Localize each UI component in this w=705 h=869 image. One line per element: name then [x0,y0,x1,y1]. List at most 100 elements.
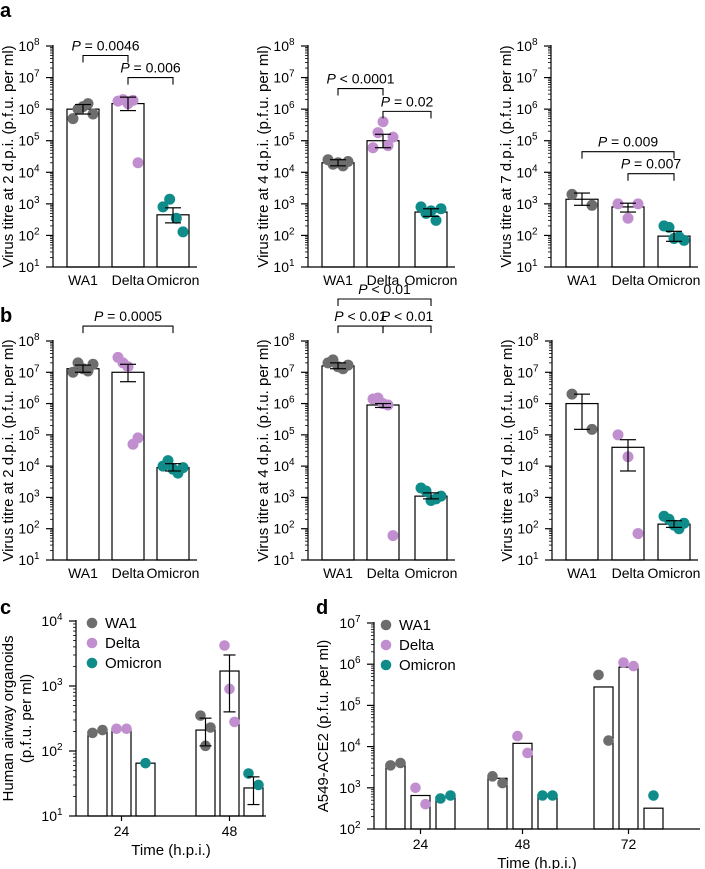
y-tick-base: 10 [18,227,34,243]
significance-bracket [82,54,129,63]
point-wa1 [395,757,406,769]
point-wa1 [566,188,578,200]
p-value: < 0.01 [390,308,433,324]
point-delta [387,530,399,542]
y-tick-base: 10 [273,364,289,380]
bar-wa1 [66,108,100,268]
bar-wa1 [66,368,100,561]
point-wa1 [385,760,396,771]
y-tick-base: 10 [273,70,289,86]
significance-bracket [581,151,675,159]
y-tick-exponent: 7 [34,363,40,374]
y-tick-exponent: 4 [289,457,295,468]
y-tick-label: 104 [273,457,295,474]
y-tick-base: 10 [18,196,34,212]
y-tick-exponent: 8 [289,332,295,343]
y-tick-base: 10 [273,227,289,243]
y-tick-label: 104 [18,457,40,474]
point-omicron [678,234,690,246]
y-tick-label: 102 [18,226,40,243]
y-tick-exponent: 1 [57,807,63,818]
y-tick-exponent: 5 [533,426,539,437]
y-tick-exponent: 7 [289,363,295,374]
point-delta [377,116,389,128]
point-wa1 [87,108,99,120]
y-tick-base: 10 [516,164,532,180]
significance-bracket [337,298,432,307]
y-tick-label: 101 [41,807,63,824]
y-tick-base: 10 [18,552,34,568]
y-tick-exponent: 2 [533,520,539,531]
point-delta [512,730,523,742]
y-tick-exponent: 5 [289,426,295,437]
point-wa1 [586,423,598,435]
y-tick-exponent: 2 [355,820,361,831]
y-tick-label: 108 [516,37,538,54]
point-omicron [164,193,176,205]
point-omicron [177,462,189,474]
y-tick-exponent: 4 [34,163,40,174]
significance-bracket [127,77,174,85]
p-value-label: P < 0.01 [358,281,411,297]
y-axis-title: Virus titre at 7 d.p.i. (p.f.u. per ml) [499,339,516,561]
y-tick-base: 10 [516,196,532,212]
y-tick-exponent: 1 [289,258,295,269]
point-omicron [253,779,264,791]
y-tick-exponent: 8 [533,332,539,343]
point-omicron [435,793,446,804]
point-delta [229,716,240,728]
y-tick-base: 10 [516,38,532,54]
p-value: = 0.007 [630,156,681,172]
y-tick-exponent: 3 [355,779,361,790]
chart-a2: Virus titre at 4 d.p.i. (p.f.u. per ml) 1… [255,37,457,288]
y-tick-base: 10 [273,396,289,412]
chart-d: A549-ACE2 (p.f.u. per ml)24 48 72102103104… [315,614,700,869]
y-tick-label: 107 [273,69,295,86]
y-tick-label: 101 [273,258,295,275]
bar-delta [111,371,145,561]
point-wa1 [67,113,79,125]
y-tick-label: 105 [273,132,295,149]
y-axis-title: A549-ACE2 (p.f.u. per ml) [315,640,332,813]
point-delta [382,399,394,411]
p-value: = 0.02 [390,93,433,109]
category-label-omicron: Omicron [648,565,701,581]
y-tick-label: 103 [41,677,63,694]
y-tick-base: 10 [41,743,57,759]
point-omicron [140,757,151,769]
panel-letter-a: a [0,0,12,22]
y-tick-base: 10 [339,739,355,755]
y-tick-exponent: 6 [533,395,539,406]
category-label-delta: Delta [612,565,645,581]
y-tick-base: 10 [273,101,289,117]
y-tick-base: 10 [339,821,355,837]
y-tick-exponent: 1 [289,551,295,562]
y-tick-label: 103 [517,488,539,505]
p-symbol: P [94,308,104,324]
x-tick-label: 24 [413,836,429,852]
bar-delta [111,102,145,268]
legend-label-omicron: Omicron [105,655,162,672]
point-delta [618,657,629,668]
point-omicron [435,203,447,215]
y-tick-exponent: 8 [34,332,40,343]
y-tick-exponent: 1 [34,551,40,562]
x-tick-label: 24 [114,823,130,839]
y-tick-label: 106 [516,100,538,117]
y-tick-base: 10 [517,364,533,380]
point-omicron [445,790,456,801]
point-wa1 [497,777,508,789]
point-delta [132,157,144,169]
y-tick-exponent: 4 [57,612,63,623]
y-tick-label: 105 [517,426,539,443]
y-tick-exponent: 3 [34,195,40,206]
y-tick-label: 107 [18,363,40,380]
legend-marker-omicron [86,657,98,669]
y-tick-base: 10 [517,458,533,474]
p-value-label: P < 0.01 [334,308,387,324]
y-tick-exponent: 6 [289,100,295,111]
point-wa1 [487,771,498,782]
p-symbol: P [381,308,391,324]
y-tick-exponent: 3 [289,488,295,499]
y-tick-exponent: 6 [289,395,295,406]
